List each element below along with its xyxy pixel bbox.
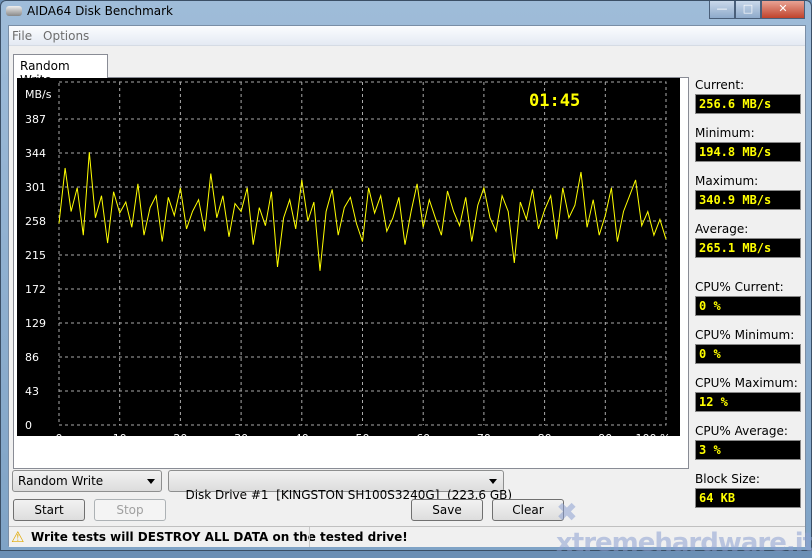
chevron-down-icon: [147, 479, 155, 484]
maximize-button[interactable]: □: [735, 1, 761, 19]
stat-value: 12 %: [695, 392, 801, 412]
y-tick-label: 86: [25, 351, 39, 364]
data-series-line: [58, 152, 667, 271]
test-select[interactable]: Random Write: [12, 470, 162, 492]
x-tick-label: 80: [538, 432, 552, 436]
x-tick-label: 20: [173, 432, 187, 436]
status-text: Write tests will DESTROY ALL DATA on the…: [31, 530, 408, 544]
stat-value: 340.9 MB/s: [695, 190, 801, 210]
stat-label: CPU% Minimum:: [695, 328, 795, 342]
x-tick-label: 50: [356, 432, 370, 436]
y-tick-label: 172: [25, 283, 46, 296]
benchmark-chart: 0 10 20 30 40 50 60 70 80 90 100 % 0 43 86 129 172 215 25…: [17, 78, 680, 445]
y-tick-label: 258: [25, 215, 46, 228]
window-title: AIDA64 Disk Benchmark: [27, 4, 174, 18]
x-tick-label: 100 %: [636, 432, 671, 436]
stat-value: 256.6 MB/s: [695, 94, 801, 114]
client-area: File Options Random Write 0 10 20 30 40 50 60 7…: [8, 25, 806, 547]
start-button[interactable]: Start: [13, 499, 85, 521]
stat-label: Average:: [695, 222, 749, 236]
status-bar: ⚠ Write tests will DESTROY ALL DATA on t…: [9, 526, 805, 547]
x-tick-label: 60: [416, 432, 430, 436]
save-button[interactable]: Save: [411, 499, 483, 521]
x-tick-label: 10: [113, 432, 127, 436]
disk-icon: [6, 6, 22, 16]
y-tick-label: 129: [25, 317, 46, 330]
stat-label: CPU% Maximum:: [695, 376, 798, 390]
x-tick-label: 0: [56, 432, 63, 436]
stat-value: 0 %: [695, 344, 801, 364]
menu-file[interactable]: File: [12, 29, 33, 43]
stat-value: 3 %: [695, 440, 801, 460]
stat-label: Minimum:: [695, 126, 755, 140]
minimize-button[interactable]: —: [709, 1, 735, 19]
chevron-down-icon: [489, 479, 497, 484]
test-select-value: Random Write: [18, 474, 104, 488]
stat-label: Block Size:: [695, 472, 760, 486]
stat-label: CPU% Current:: [695, 280, 784, 294]
x-tick-label: 30: [234, 432, 248, 436]
stat-label: CPU% Average:: [695, 424, 788, 438]
close-button[interactable]: ✕: [761, 1, 805, 19]
warning-icon: ⚠: [11, 528, 25, 546]
drive-select-value: Disk Drive #1 [KINGSTON SH100S3240G] (22…: [185, 488, 513, 502]
y-axis-label: MB/s: [25, 88, 52, 101]
plot-frame: [58, 81, 667, 426]
x-tick-label: 40: [295, 432, 309, 436]
stat-value: 265.1 MB/s: [695, 238, 801, 258]
stat-value: 194.8 MB/s: [695, 142, 801, 162]
x-tick-label: 90: [598, 432, 612, 436]
x-tick-label: 70: [477, 432, 491, 436]
y-tick-label: 344: [25, 147, 46, 160]
watermark-logo: ✖ xtremehardware.it: [556, 498, 812, 558]
stop-button[interactable]: Stop: [94, 499, 166, 521]
chart-svg: 0 10 20 30 40 50 60 70 80 90 100 % 0 43 86 129 172 215 25…: [25, 81, 671, 445]
y-tick-label: 215: [25, 249, 46, 262]
timer: 01:45: [529, 91, 580, 111]
y-tick-label: 0: [25, 419, 32, 432]
y-tick-label: 301: [25, 181, 46, 194]
stat-value: 0 %: [695, 296, 801, 316]
clear-button[interactable]: Clear: [492, 499, 564, 521]
menu-bar: File Options: [9, 26, 805, 46]
y-tick-label: 43: [25, 385, 39, 398]
y-tick-label: 387: [25, 113, 46, 126]
menu-options[interactable]: Options: [43, 29, 90, 43]
stat-label: Maximum:: [695, 174, 759, 188]
drive-select[interactable]: Disk Drive #1 [KINGSTON SH100S3240G] (22…: [168, 470, 512, 502]
stat-label: Current:: [695, 78, 745, 92]
stat-value: 64 KB: [695, 488, 801, 508]
tab-random-write[interactable]: Random Write: [13, 54, 108, 87]
